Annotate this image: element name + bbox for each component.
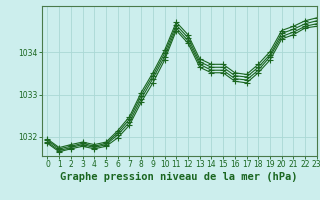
X-axis label: Graphe pression niveau de la mer (hPa): Graphe pression niveau de la mer (hPa) (60, 172, 298, 182)
